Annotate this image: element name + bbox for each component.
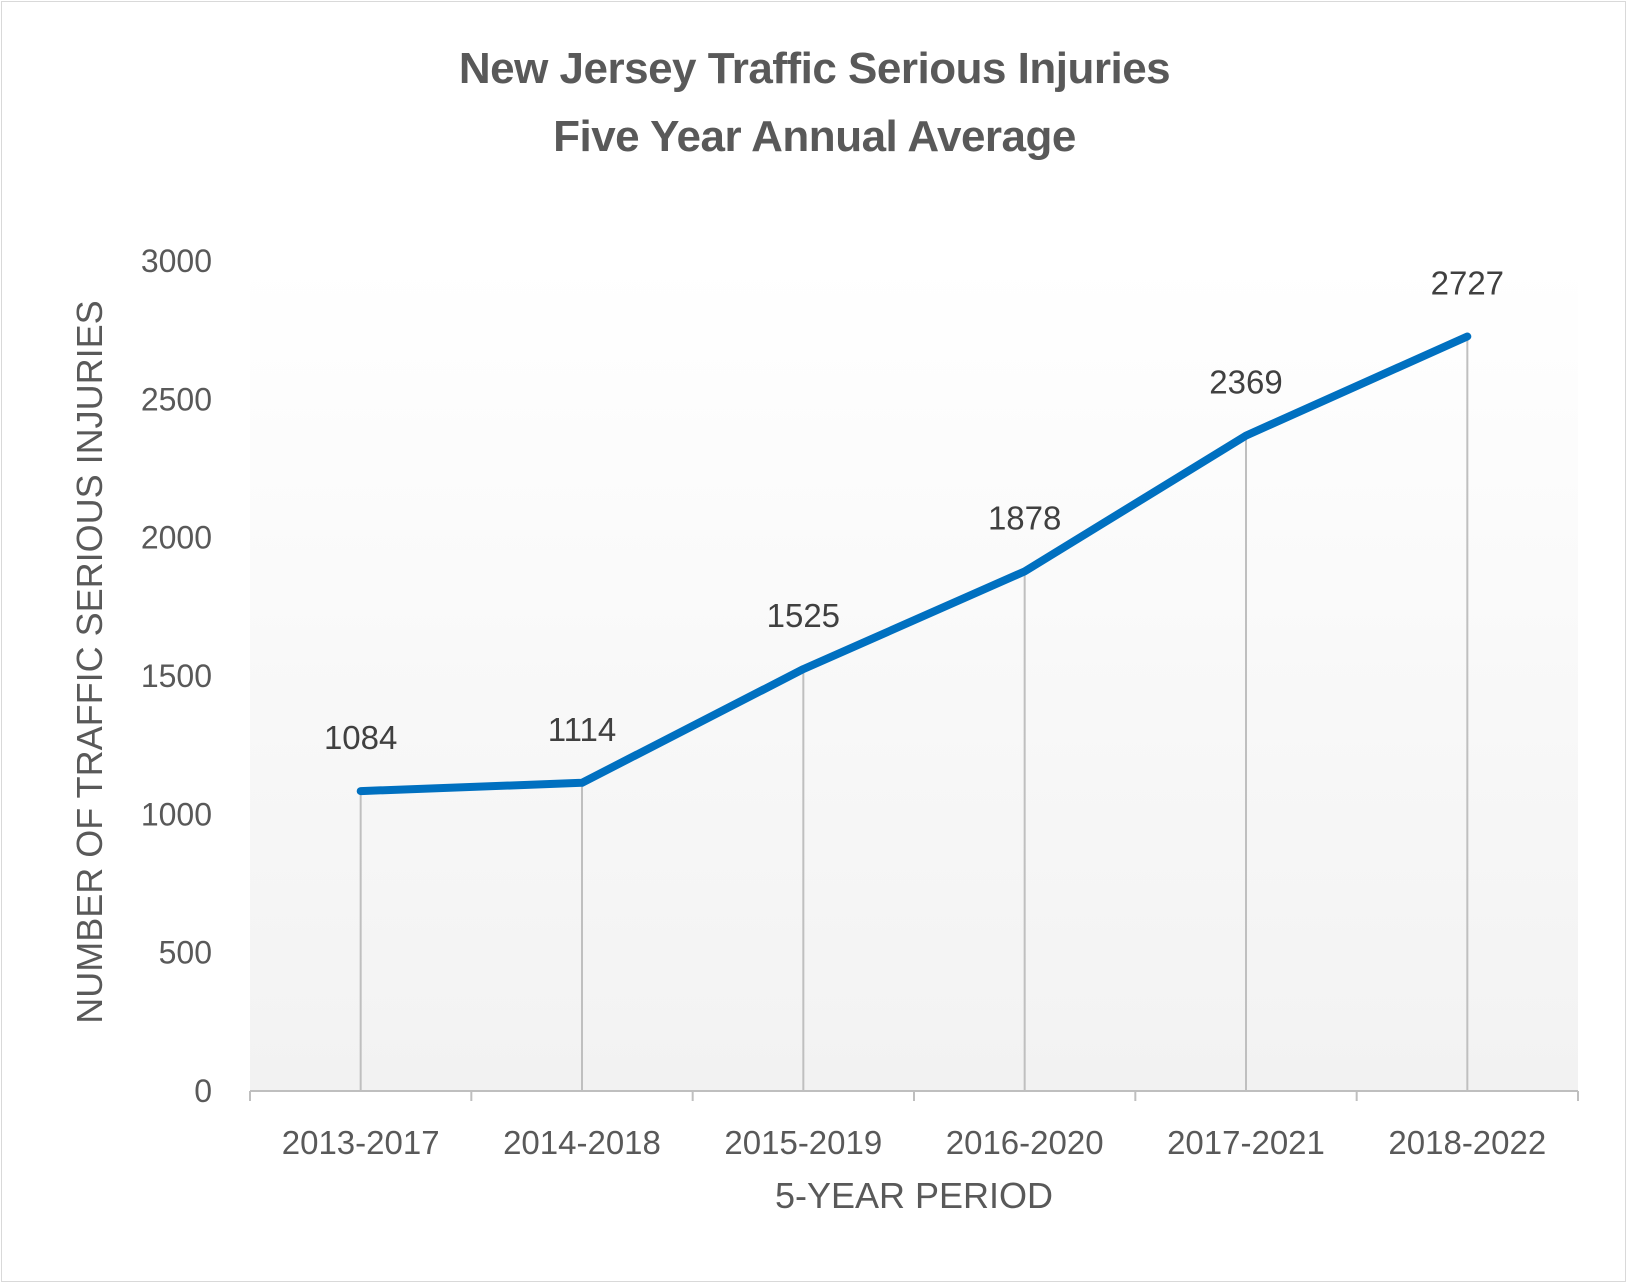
y-tick-label: 2500 [141, 381, 212, 417]
x-tick-label: 2013-2017 [282, 1124, 440, 1161]
x-tick-label: 2014-2018 [503, 1124, 661, 1161]
data-label: 1114 [548, 711, 617, 748]
y-axis-ticks: 0 500 1000 1500 2000 2500 3000 [141, 243, 212, 1109]
y-tick-label: 3000 [141, 243, 212, 279]
data-label: 2369 [1209, 364, 1282, 401]
x-axis [249, 1090, 1579, 1101]
chart-subtitle: Five Year Annual Average [553, 112, 1076, 161]
y-tick-label: 0 [194, 1073, 212, 1109]
x-tick-label: 2016-2020 [946, 1124, 1104, 1161]
y-tick-label: 1500 [141, 658, 212, 694]
series-line [356, 332, 1472, 796]
x-tick-label: 2018-2022 [1388, 1124, 1546, 1161]
y-tick-label: 1000 [141, 796, 212, 832]
x-axis-title: 5-YEAR PERIOD [775, 1175, 1053, 1216]
data-label: 2727 [1431, 265, 1504, 302]
x-axis-ticks: 2013-2017 2014-2018 2015-2019 2016-2020 2017… [282, 1124, 1546, 1161]
drop-lines [359, 336, 1469, 1091]
x-tick-label: 2017-2021 [1167, 1124, 1325, 1161]
y-tick-label: 500 [159, 935, 212, 971]
y-tick-label: 2000 [141, 520, 212, 556]
plot-area [250, 263, 1578, 1091]
data-label: 1525 [767, 597, 840, 634]
y-axis-title: NUMBER OF TRAFFIC SERIOUS INJURIES [69, 300, 110, 1023]
chart-title: New Jersey Traffic Serious Injuries [458, 44, 1171, 93]
series-polyline [356, 332, 1472, 796]
data-labels: 1084 1114 1525 1878 2369 2727 [324, 265, 1504, 757]
x-tick-label: 2015-2019 [724, 1124, 882, 1161]
data-label: 1878 [988, 499, 1061, 536]
data-label: 1084 [324, 719, 397, 756]
